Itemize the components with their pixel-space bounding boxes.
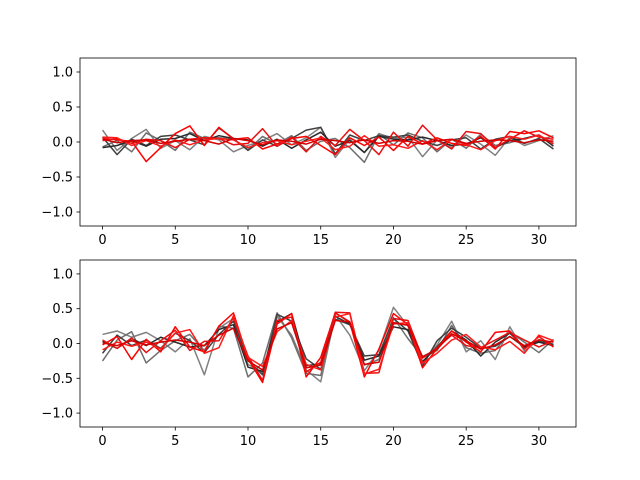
series-line bbox=[102, 312, 554, 373]
y-tick-label: 0.0 bbox=[52, 337, 73, 352]
x-tick-label: 15 bbox=[312, 434, 329, 449]
x-tick-label: 10 bbox=[240, 233, 257, 248]
x-tick-label: 30 bbox=[531, 233, 548, 248]
subplot-top: 0 5 10 15 20 25 30 1.0 0.5 0.0 −0.5 −1.0 bbox=[41, 57, 577, 248]
x-tick-label: 20 bbox=[385, 233, 402, 248]
series-line bbox=[102, 124, 554, 156]
y-tick-label: 0.5 bbox=[52, 101, 73, 116]
x-tick-label: 10 bbox=[240, 434, 257, 449]
x-tick-label: 0 bbox=[98, 233, 106, 248]
series-line bbox=[102, 137, 554, 146]
x-tick-label: 30 bbox=[531, 434, 548, 449]
x-tick-label: 15 bbox=[312, 233, 329, 248]
subplot-bottom: 0 5 10 15 20 25 30 1.0 0.5 0.0 −0.5 −1.0 bbox=[41, 259, 577, 449]
y-tick-label: 0.0 bbox=[52, 136, 73, 151]
y-tick-label: −1.0 bbox=[41, 407, 73, 422]
x-tick-label: 20 bbox=[385, 434, 402, 449]
x-tick-label: 5 bbox=[171, 233, 179, 248]
x-tick-label: 25 bbox=[458, 233, 475, 248]
y-tick-label: −0.5 bbox=[41, 171, 73, 186]
y-tick-label: 0.5 bbox=[52, 302, 73, 317]
x-tick-label: 25 bbox=[458, 434, 475, 449]
x-tick-label: 5 bbox=[171, 434, 179, 449]
y-tick-label: −1.0 bbox=[41, 206, 73, 221]
series-line bbox=[101, 126, 554, 159]
x-tick-label: 0 bbox=[98, 434, 106, 449]
y-tick-label: −0.5 bbox=[41, 372, 73, 387]
series-line bbox=[102, 319, 554, 371]
series-line bbox=[102, 306, 554, 383]
series-line bbox=[102, 125, 554, 163]
y-tick-label: 1.0 bbox=[52, 267, 73, 282]
y-tick-label: 1.0 bbox=[52, 66, 73, 81]
